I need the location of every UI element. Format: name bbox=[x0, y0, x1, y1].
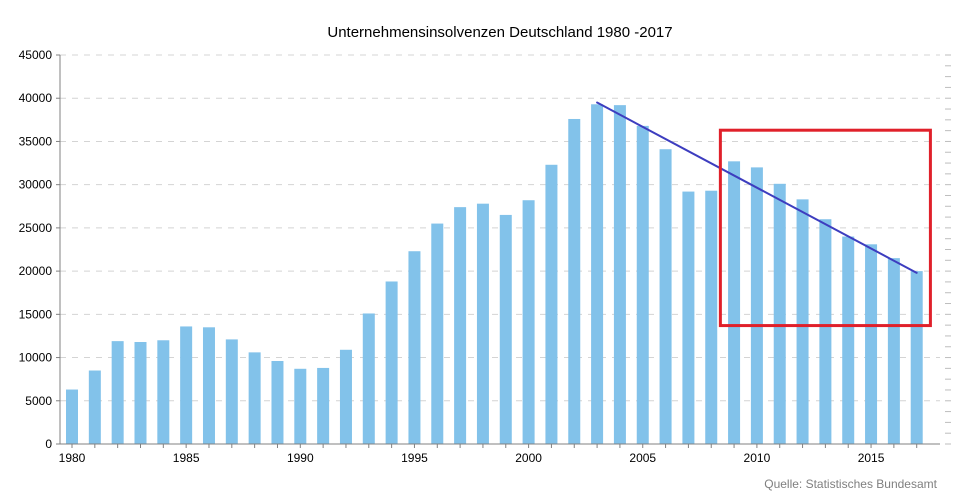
y-tick-label: 10000 bbox=[19, 351, 53, 365]
y-tick-label: 35000 bbox=[19, 134, 53, 148]
y-tick-label: 5000 bbox=[25, 394, 52, 408]
bar-2017 bbox=[910, 271, 923, 444]
y-tick-label: 45000 bbox=[19, 48, 53, 62]
bar-2011 bbox=[773, 183, 786, 445]
chart-title: Unternehmensinsolvenzen Deutschland 1980… bbox=[327, 24, 672, 41]
x-tick-label: 1995 bbox=[401, 451, 428, 465]
bar-2012 bbox=[796, 199, 809, 444]
bar-2000 bbox=[522, 200, 535, 444]
bar-1999 bbox=[499, 214, 512, 444]
x-tick-label: 1985 bbox=[173, 451, 200, 465]
x-tick-label: 2005 bbox=[629, 451, 656, 465]
bar-1989 bbox=[271, 361, 284, 444]
y-tick-label: 0 bbox=[45, 437, 52, 451]
bar-series bbox=[66, 104, 923, 445]
bar-1985 bbox=[180, 326, 193, 444]
bar-2009 bbox=[728, 161, 741, 444]
bar-1992 bbox=[339, 349, 352, 444]
bar-1987 bbox=[225, 339, 238, 444]
highlight-box bbox=[718, 128, 932, 328]
bar-2001 bbox=[545, 164, 558, 444]
bar-2003 bbox=[591, 104, 604, 445]
bar-2016 bbox=[887, 258, 900, 444]
y-tick-label: 25000 bbox=[19, 221, 53, 235]
bar-1995 bbox=[408, 251, 421, 444]
y-tick-label: 40000 bbox=[19, 91, 53, 105]
trend-line bbox=[596, 101, 918, 274]
bar-1990 bbox=[294, 368, 307, 444]
y-axis-tick-labels: 0 5000 10000 15000 20000 25000 30000 35000 40000… bbox=[19, 48, 53, 451]
x-tick-label: 1980 bbox=[59, 451, 86, 465]
source-note: Quelle: Statistisches Bundesamt bbox=[764, 477, 937, 491]
bar-2010 bbox=[750, 167, 763, 444]
y-tick-label: 20000 bbox=[19, 264, 53, 278]
x-tick-label: 2000 bbox=[515, 451, 542, 465]
x-tick-label: 1990 bbox=[287, 451, 314, 465]
bar-1982 bbox=[111, 341, 124, 444]
axes bbox=[56, 54, 940, 448]
bar-1984 bbox=[157, 340, 170, 444]
annotations bbox=[596, 101, 932, 328]
x-tick-label: 2010 bbox=[744, 451, 771, 465]
bar-1996 bbox=[431, 223, 444, 444]
bar-2006 bbox=[659, 149, 672, 444]
bar-2002 bbox=[568, 118, 581, 444]
bar-1983 bbox=[134, 342, 147, 444]
bar-1988 bbox=[248, 352, 261, 444]
bar-2004 bbox=[613, 105, 626, 444]
y-tick-label: 15000 bbox=[19, 307, 53, 321]
bar-2015 bbox=[865, 244, 878, 444]
bar-2005 bbox=[636, 125, 649, 444]
bar-2007 bbox=[682, 191, 695, 444]
bar-1991 bbox=[317, 367, 330, 444]
bar-2013 bbox=[819, 219, 832, 444]
bar-1980 bbox=[66, 389, 78, 444]
bar-2014 bbox=[842, 236, 855, 444]
bar-1993 bbox=[362, 313, 375, 444]
x-axis-tick-labels: 1980 1985 1990 1995 2000 2005 2010 2015 bbox=[59, 451, 885, 465]
bar-1994 bbox=[385, 281, 398, 444]
bar-1998 bbox=[476, 203, 489, 444]
bar-2008 bbox=[705, 190, 718, 444]
right-axis-ticks bbox=[945, 54, 951, 445]
x-tick-label: 2015 bbox=[858, 451, 885, 465]
bar-1997 bbox=[454, 207, 467, 444]
y-tick-label: 30000 bbox=[19, 178, 53, 192]
bar-1981 bbox=[88, 370, 101, 444]
bar-1986 bbox=[202, 327, 215, 444]
